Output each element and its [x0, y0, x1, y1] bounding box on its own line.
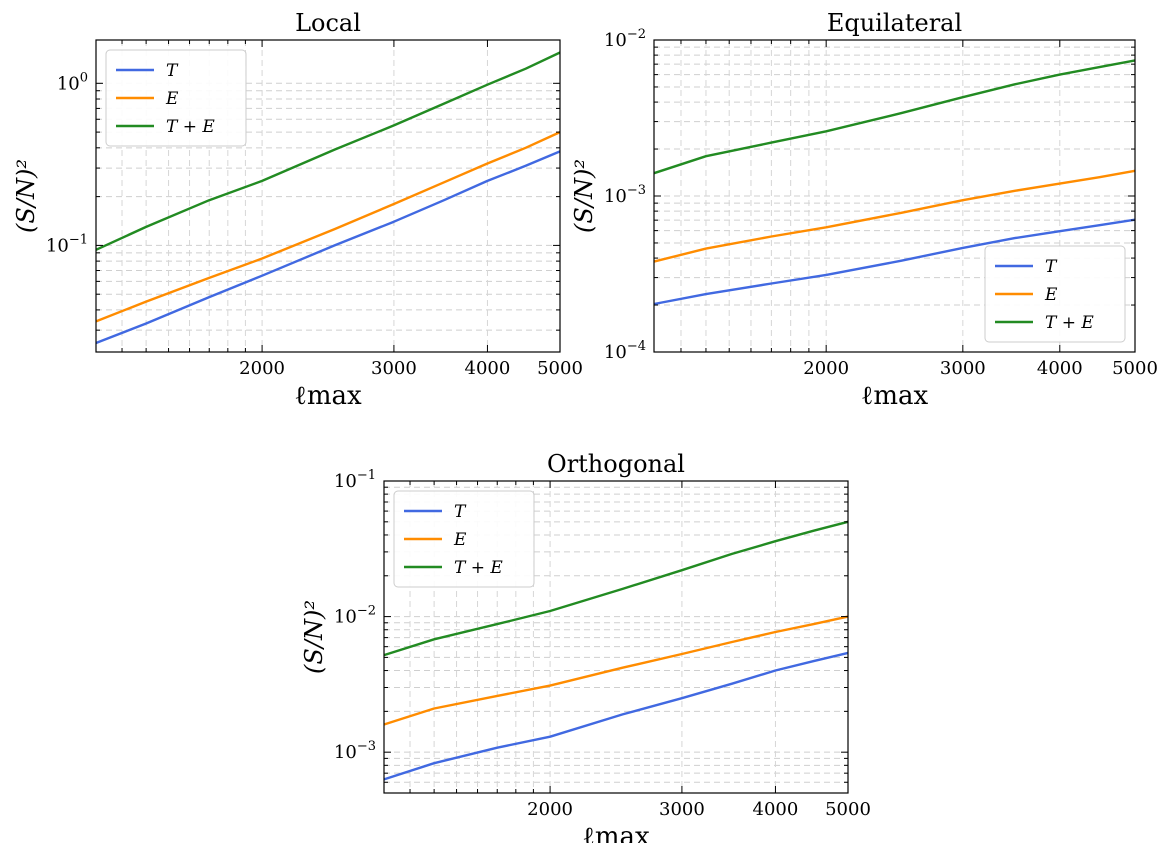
- y-tick-label: 10−1: [334, 468, 376, 492]
- chart-title: Equilateral: [827, 9, 962, 37]
- series-line-E: [653, 169, 1136, 263]
- legend-label: T: [1045, 257, 1058, 277]
- y-tick-label: 10−3: [604, 183, 646, 207]
- y-tick-label: 100: [57, 70, 88, 94]
- panel-2: 2000 3000 4000 5000 10−3 10−2 10−1 Orthogonal ℓm…: [300, 450, 871, 843]
- legend: TE T + E: [984, 245, 1126, 343]
- x-tick-label: 2000: [239, 358, 285, 379]
- legend-label: E: [1044, 285, 1058, 305]
- x-axis-label: ℓmax: [582, 822, 650, 843]
- y-tick-label: 10−3: [334, 739, 376, 763]
- x-tick-label: 5000: [825, 799, 871, 820]
- axes-frame: [383, 480, 849, 794]
- series-line-TE: [383, 520, 849, 657]
- x-tick-label: 3000: [371, 358, 417, 379]
- x-tick-label: 2000: [803, 358, 849, 379]
- series-line-T: [653, 218, 1136, 306]
- y-axis-label: (S/N)²: [570, 159, 598, 233]
- legend-box: [105, 49, 247, 147]
- panel-0: 2000 3000 4000 5000 10−1 100 Local ℓmax (S/N)² TE…: [12, 9, 583, 411]
- series-line-TE: [653, 59, 1136, 175]
- legend: TE T + E: [393, 490, 535, 588]
- x-tick-label: 4000: [753, 799, 799, 820]
- x-tick-label: 4000: [465, 358, 511, 379]
- y-tick-label: 10−1: [46, 232, 88, 256]
- legend-label: T: [454, 502, 467, 522]
- legend-box: [393, 490, 535, 588]
- legend-box: [984, 245, 1126, 343]
- x-tick-label: 3000: [940, 358, 986, 379]
- x-axis-label: ℓmax: [861, 381, 929, 411]
- y-axis-label: (S/N)²: [300, 600, 328, 674]
- x-tick-label: 4000: [1037, 358, 1083, 379]
- y-tick-label: 10−2: [334, 604, 376, 628]
- panel-1: 2000 3000 4000 5000 10−4 10−3 10−2 Equilateral ℓ…: [570, 9, 1158, 411]
- legend-label: T + E: [1045, 313, 1094, 333]
- legend-label: T + E: [454, 558, 503, 578]
- y-tick-label: 10−2: [604, 27, 646, 51]
- legend-label: E: [453, 530, 467, 550]
- chart-title: Orthogonal: [547, 450, 685, 478]
- series-line-TE: [95, 51, 561, 251]
- x-tick-label: 3000: [659, 799, 705, 820]
- x-tick-label: 2000: [527, 799, 573, 820]
- series-line-E: [95, 131, 561, 323]
- y-axis-label: (S/N)²: [12, 159, 40, 233]
- legend-label: T + E: [166, 117, 215, 137]
- series-line-T: [95, 150, 561, 345]
- x-axis-label: ℓmax: [294, 381, 362, 411]
- chart-title: Local: [295, 9, 361, 37]
- series-line-E: [383, 615, 849, 726]
- legend-label: T: [166, 61, 179, 81]
- legend-label: E: [165, 89, 179, 109]
- x-tick-label: 5000: [1112, 358, 1158, 379]
- series-line-T: [383, 651, 849, 781]
- legend: TE T + E: [105, 49, 247, 147]
- x-tick-label: 5000: [537, 358, 583, 379]
- y-tick-label: 10−4: [604, 339, 646, 363]
- axes-frame: [95, 39, 561, 353]
